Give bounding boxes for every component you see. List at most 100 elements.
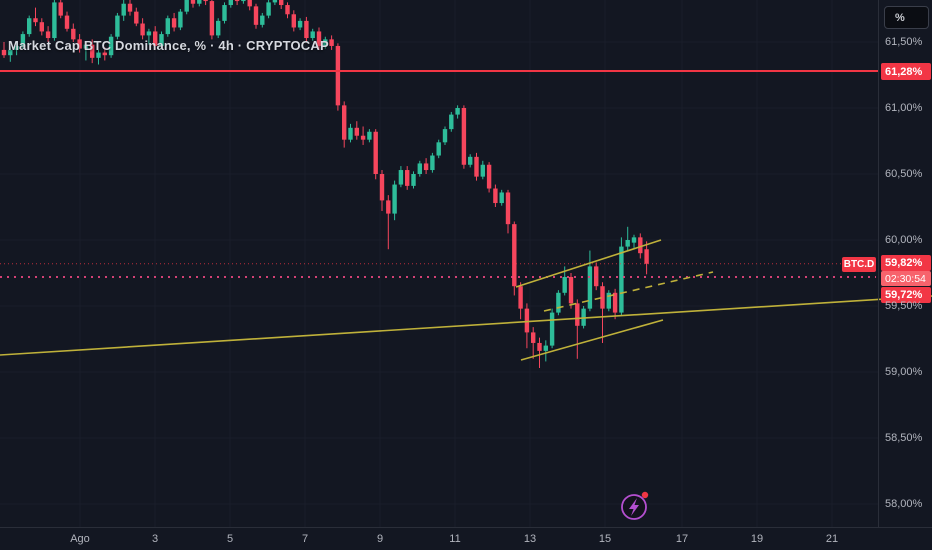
candle-down xyxy=(90,44,95,58)
candle-up xyxy=(323,39,328,46)
candle-up xyxy=(348,127,353,140)
candle-up xyxy=(8,49,13,56)
price-tick-label: 59,00% xyxy=(885,366,923,378)
time-tick-label: 21 xyxy=(825,533,839,545)
candle-down xyxy=(505,192,511,225)
candle-up xyxy=(619,246,624,313)
candle-down xyxy=(39,22,44,32)
candle-down xyxy=(1,49,7,56)
candle-down xyxy=(493,188,498,204)
percent-unit-button[interactable]: % xyxy=(884,6,929,29)
candle-down xyxy=(342,105,347,140)
candle-down xyxy=(360,135,366,140)
candle-up xyxy=(222,5,227,21)
chart-plot[interactable] xyxy=(0,0,932,527)
candle-down xyxy=(153,31,158,46)
lightning-bolt-icon xyxy=(629,498,639,516)
time-scale[interactable]: Ago 3 5 7 9 11 13 15 17 19 21 xyxy=(0,527,932,550)
price-tick-label: 61,50% xyxy=(885,36,923,48)
candle-down xyxy=(279,0,284,6)
candle-down xyxy=(140,23,145,36)
candle-down xyxy=(234,0,240,2)
trendline-long-support[interactable] xyxy=(0,295,932,356)
candle-down xyxy=(127,3,133,12)
time-tick-label: 9 xyxy=(376,533,384,545)
candle-down xyxy=(512,224,517,287)
candle-up xyxy=(556,292,561,313)
candle-down xyxy=(537,342,542,351)
candle-up xyxy=(367,131,372,140)
candle-up xyxy=(430,155,435,171)
time-tick-label: 3 xyxy=(151,533,159,545)
chart-title[interactable]: Market Cap BTC Dominance, % · 4h · CRYPT… xyxy=(8,38,329,53)
candle-up xyxy=(549,312,555,346)
candle-down xyxy=(373,131,378,174)
price-tick-label: 59,50% xyxy=(885,300,923,312)
candle-up xyxy=(146,31,152,36)
candle-up xyxy=(436,142,441,156)
candle-down xyxy=(253,6,259,25)
candle-down xyxy=(329,39,334,46)
candle-down xyxy=(209,1,215,36)
candle-up xyxy=(14,45,19,50)
candle-down xyxy=(486,164,492,189)
time-tick-label: 13 xyxy=(523,533,537,545)
candle-up xyxy=(392,184,397,214)
candle-up xyxy=(297,20,303,28)
candle-up xyxy=(606,292,611,309)
time-tick-label: 11 xyxy=(449,533,461,545)
candle-up xyxy=(27,18,32,35)
price-scale[interactable]: 61,28% 59,82% 02:30:54 59,72% 61,50% 61,0… xyxy=(878,0,932,527)
candle-up xyxy=(543,345,548,351)
price-tick-label: 58,50% xyxy=(885,432,923,444)
candle-up xyxy=(83,44,89,49)
candle-up xyxy=(411,174,416,186)
candle-down xyxy=(304,20,309,39)
trendline-flag-mid[interactable] xyxy=(543,271,714,312)
candle-down xyxy=(405,170,410,186)
price-tick-label: 60,00% xyxy=(885,234,923,246)
candle-down xyxy=(474,156,479,177)
alert-price-badge[interactable]: 59,72% xyxy=(881,287,931,303)
time-tick-label: Ago xyxy=(70,533,90,545)
candle-up xyxy=(216,20,221,36)
candle-down xyxy=(423,163,429,171)
candle-down xyxy=(575,303,580,326)
time-tick-label: 17 xyxy=(675,533,689,545)
candle-down xyxy=(247,0,252,7)
candle-up xyxy=(272,0,278,3)
candle-up xyxy=(108,36,114,56)
candle-down xyxy=(71,28,76,40)
resistance-price-badge[interactable]: 61,28% xyxy=(881,63,931,80)
candle-up xyxy=(631,237,637,243)
candle-down xyxy=(134,11,139,24)
candle-down xyxy=(461,108,467,165)
candle-up xyxy=(266,2,271,16)
trendline-flag-upper[interactable] xyxy=(515,239,662,288)
candle-up xyxy=(115,15,120,37)
candle-down xyxy=(203,0,208,2)
symbol-price-label: BTC.D xyxy=(842,257,876,272)
candle-down xyxy=(379,174,385,201)
candle-down xyxy=(518,286,523,309)
candle-down xyxy=(171,18,177,28)
candle-up xyxy=(52,2,57,39)
candle-down xyxy=(33,18,38,23)
candle-up xyxy=(468,156,473,165)
candle-down xyxy=(638,237,643,254)
candle-up xyxy=(455,108,460,115)
candle-up xyxy=(581,308,586,326)
trendline-flag-lower[interactable] xyxy=(520,319,664,361)
candle-down xyxy=(335,45,341,106)
candle-up xyxy=(178,11,183,28)
time-tick-label: 19 xyxy=(750,533,764,545)
notification-dot xyxy=(641,491,649,499)
candle-up xyxy=(228,0,233,6)
candle-up xyxy=(625,240,630,247)
candle-up xyxy=(417,163,422,174)
price-tick-label: 58,00% xyxy=(885,498,923,510)
candle-down xyxy=(316,31,322,46)
price-tick-label: 60,50% xyxy=(885,168,923,180)
time-tick-label: 7 xyxy=(301,533,309,545)
candle-up xyxy=(197,0,202,4)
